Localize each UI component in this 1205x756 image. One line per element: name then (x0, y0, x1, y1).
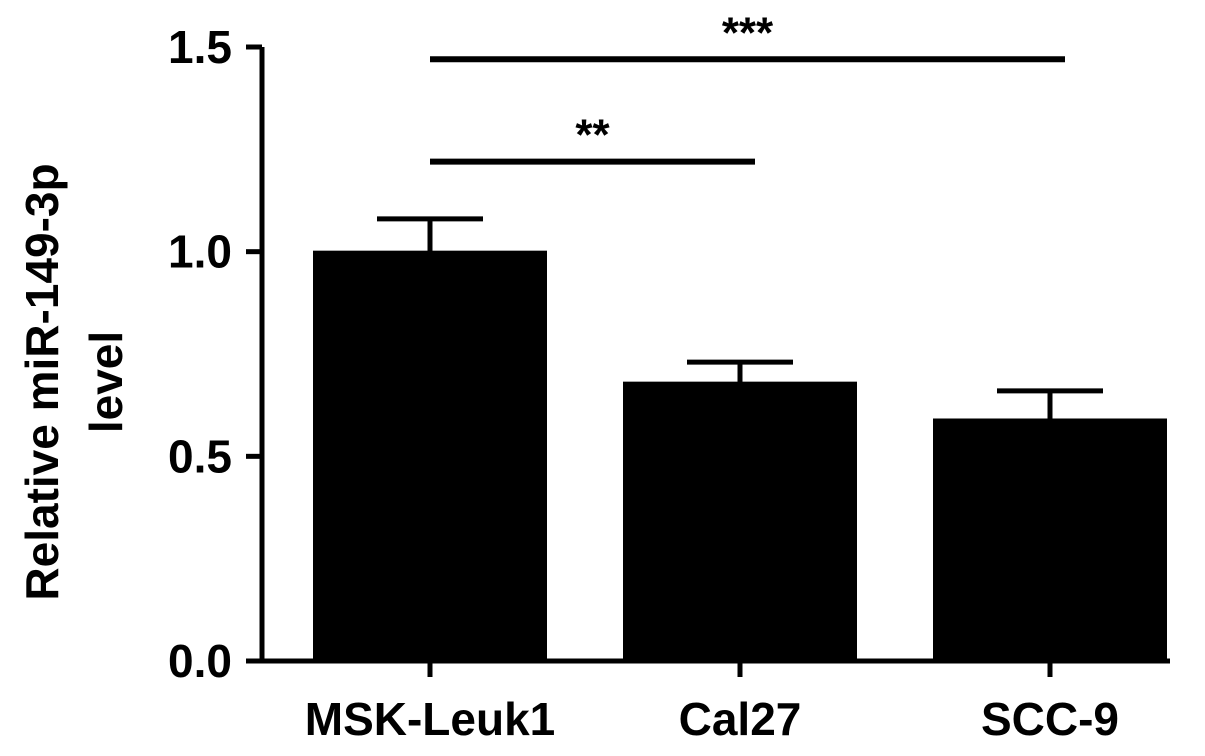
x-category-label: Cal27 (679, 693, 802, 745)
y-tick-label: 0.0 (168, 635, 232, 687)
y-axis-title-line-1: Relative miR-149-3p (16, 163, 68, 600)
x-category-label: MSK-Leuk1 (305, 693, 555, 745)
x-category-label: SCC-9 (981, 693, 1119, 745)
y-tick-label: 0.5 (168, 430, 232, 482)
bar (623, 381, 857, 662)
significance-label: *** (722, 8, 774, 57)
bar (933, 418, 1167, 663)
significance-label: ** (575, 111, 610, 160)
y-axis-title: Relative miR-149-3p level (16, 163, 132, 600)
y-axis-title-line-2: level (80, 331, 132, 433)
y-tick-label: 1.5 (168, 21, 232, 73)
y-tick-label: 1.0 (168, 226, 232, 278)
bar (313, 250, 547, 663)
